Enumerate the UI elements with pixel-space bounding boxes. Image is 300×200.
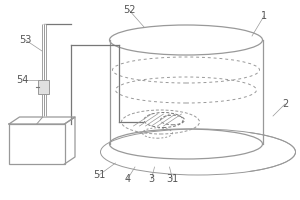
Text: 54: 54 (16, 75, 29, 85)
Bar (38, 80, 49, 94)
Text: 5: 5 (14, 139, 20, 149)
Text: 51: 51 (93, 170, 105, 180)
Bar (9, 124, 64, 164)
Text: 52: 52 (123, 5, 135, 15)
Text: 3: 3 (148, 174, 154, 184)
Text: 1: 1 (261, 11, 267, 21)
Text: 4: 4 (124, 174, 130, 184)
Text: 2: 2 (282, 99, 288, 109)
Text: 31: 31 (167, 174, 178, 184)
Text: 53: 53 (19, 35, 32, 45)
